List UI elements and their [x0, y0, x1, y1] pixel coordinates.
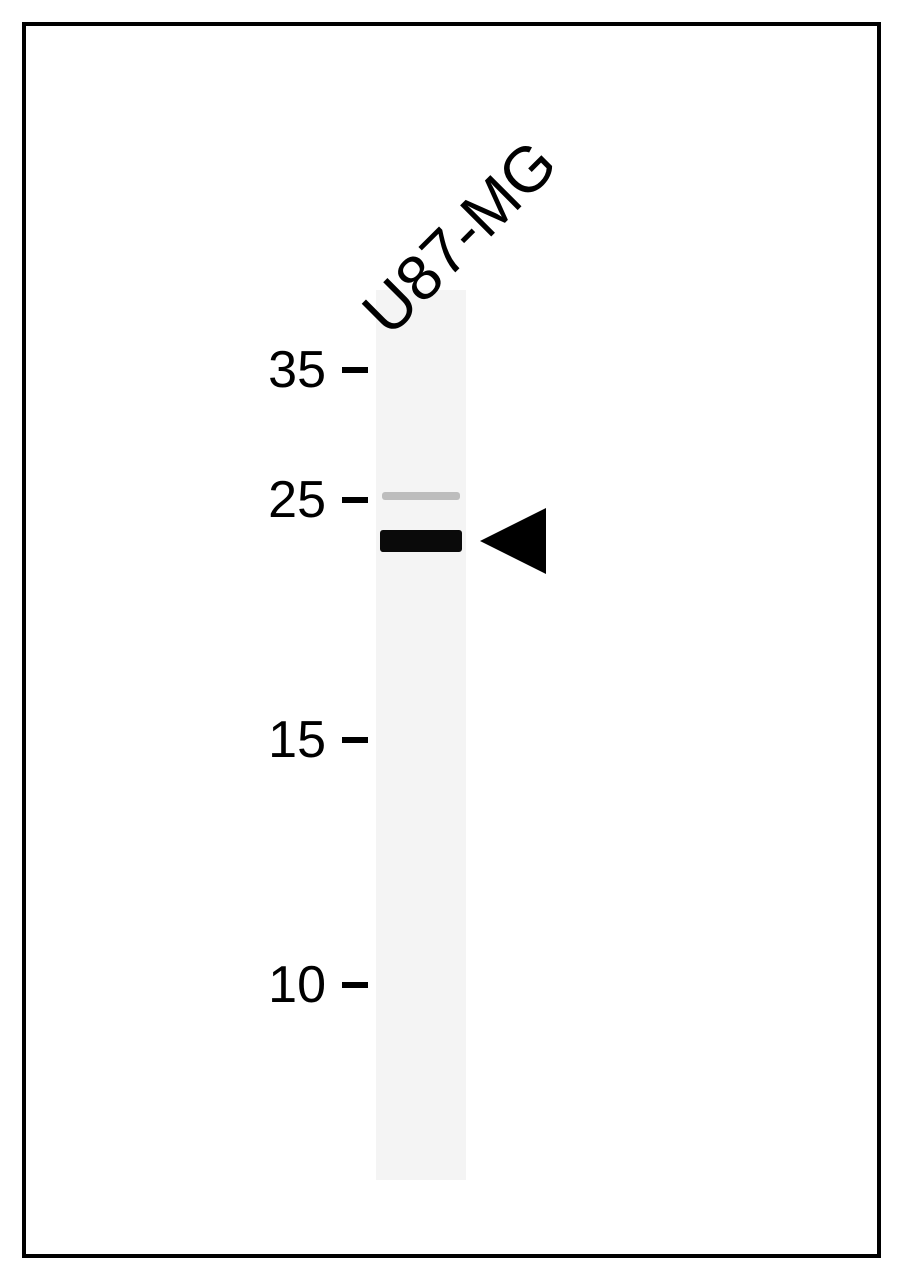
mw-marker-tick [342, 367, 368, 373]
blot-frame: U87-MG 35251510 [0, 0, 903, 1280]
blot-lane [376, 290, 466, 1180]
mw-marker-tick [342, 497, 368, 503]
mw-marker-label: 15 [268, 710, 326, 770]
mw-marker-label: 10 [268, 955, 326, 1015]
blot-band [380, 530, 462, 552]
mw-marker-tick [342, 737, 368, 743]
blot-band [382, 492, 460, 500]
band-arrow-icon [480, 508, 546, 574]
mw-marker-label: 25 [268, 470, 326, 530]
mw-marker-tick [342, 982, 368, 988]
mw-marker-label: 35 [268, 340, 326, 400]
